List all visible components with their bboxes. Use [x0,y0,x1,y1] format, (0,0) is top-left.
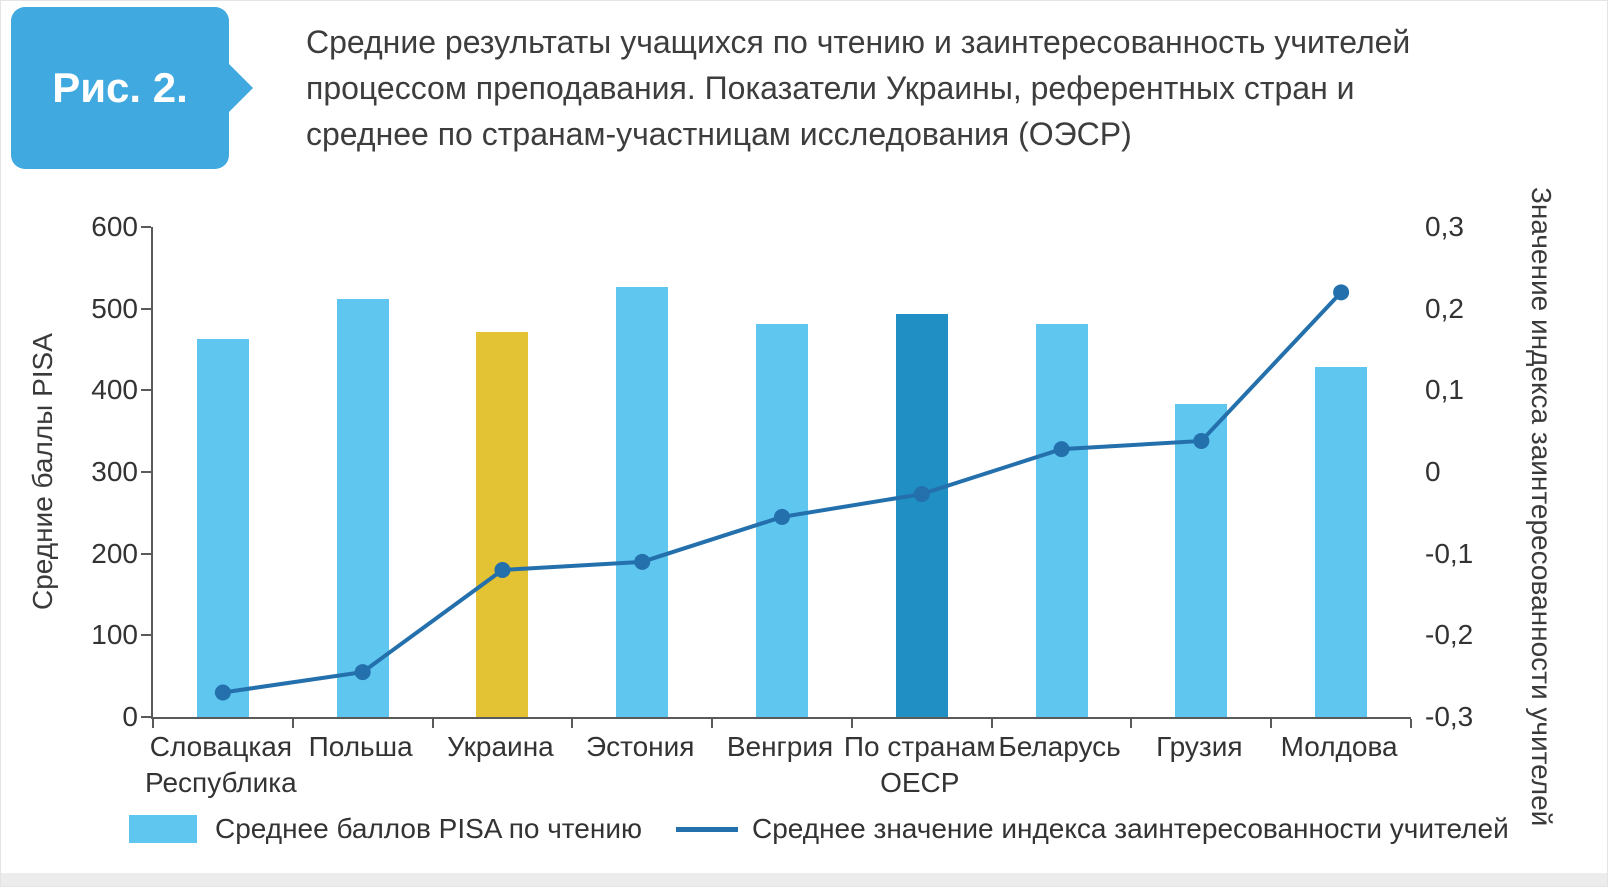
line-point-2 [494,562,511,578]
right-axis-tick-label: -0,3 [1425,701,1474,732]
right-axis-tick-label: 0,3 [1425,211,1464,242]
left-axis-tick-label: 300 [91,456,138,487]
right-axis-title: Значение индекса заинтересованности учит… [1526,187,1557,827]
figure-title-line-2: процессом преподавания. Показатели Украи… [306,70,1355,106]
bar-7 [1175,404,1228,717]
badge-arrow-icon [227,62,253,114]
line-point-1 [354,664,371,681]
bar-legend-swatch [129,815,197,843]
x-axis-label-7: Грузия [1156,731,1243,762]
line-point-0 [214,684,231,701]
left-axis-tick-label: 500 [91,292,138,324]
figure-title: Средние результаты учащихся по чтению и … [306,19,1410,157]
right-axis-tick-label: 0 [1425,456,1441,487]
left-axis-tick-label: 200 [91,537,138,569]
line-path [222,290,1343,695]
line-point-6 [1053,441,1070,458]
line-point-7 [1193,432,1210,449]
bar-8 [1315,367,1368,717]
x-axis-tickmark [431,719,434,728]
x-axis-tickmark [990,719,993,728]
right-axis-ticks: 0,3 0,2 0,1 0 -0,1 -0,2 -0,3 [1425,211,1507,732]
left-axis-tickmark [141,552,151,555]
line-point-3 [634,553,651,570]
right-axis-tick-label: 0,1 [1425,374,1464,406]
bar-3 [616,286,669,717]
line-legend-swatch [676,826,738,832]
left-axis-tick-label: 0 [122,701,138,732]
right-axis-tick-label: -0,1 [1425,537,1474,569]
x-axis-label-6: Беларусь [998,731,1121,762]
figure-label-badge: Рис. 2. [11,7,253,169]
left-axis-tickmark [141,716,151,718]
bar-6 [1035,324,1088,717]
line-point-8 [1333,284,1350,301]
x-axis-tickmark [850,719,853,728]
x-axis-label-4: Венгрия [726,731,834,762]
plot-area [141,226,1412,728]
figure-title-line-1: Средние результаты учащихся по чтению и … [306,24,1411,60]
left-axis-tick-label: 400 [91,374,138,406]
line-series [214,284,1350,701]
right-axis-tick-label: 0,2 [1425,292,1464,324]
x-axis-tickmark [571,719,574,728]
figure-label: Рис. 2. [52,64,188,111]
bottom-strip [1,873,1607,886]
x-axis-tickmark [291,719,294,728]
left-axis-tickmark [141,471,151,473]
left-axis-tickmark [141,634,151,637]
left-axis-tickmark [141,389,151,392]
bar-2 [476,331,529,717]
x-axis-tickmark [1270,719,1273,728]
legend-item-bars: Среднее баллов PISA по чтению [129,813,642,845]
x-axis-label-8: Молдова [1280,731,1398,762]
legend-label-line: Среднее значение индекса заинтересованно… [752,813,1509,844]
figure-title-line-3: среднее по странам-участницам исследован… [306,116,1132,152]
bar-1 [336,298,389,717]
legend: Среднее баллов PISA по чтению Среднее зн… [129,813,1509,845]
bar-5 [895,313,948,717]
x-axis-labels: Словацкая Республика Польша Украина Эстония… [145,729,1409,809]
x-axis-tickmark [711,719,714,728]
x-axis-label-1: Польша [308,731,413,762]
left-axis-tick-label: 600 [91,211,138,242]
left-axis-tick-label: 100 [91,619,138,651]
left-axis-tickmark [141,307,151,310]
right-axis-tick-label: -0,2 [1425,619,1474,651]
line-point-5 [913,486,930,503]
bar-0 [196,338,249,717]
left-axis-tickmark [141,226,151,228]
x-axis-label-5: По странам ОЕСР [843,731,996,798]
x-axis-tickmark [152,719,154,728]
x-axis-label-2: Украина [447,731,554,762]
legend-label-bars: Среднее баллов PISA по чтению [215,813,642,844]
left-axis-ticks: 600 500 400 300 200 100 0 [56,211,138,732]
x-axis-label-0: Словацкая Республика [145,731,297,798]
x-axis-tickmark [1410,719,1412,728]
x-axis-label-3: Эстония [585,731,695,762]
x-axis-tickmark [1130,719,1133,728]
legend-item-line: Среднее значение индекса заинтересованно… [676,813,1509,845]
line-point-4 [774,508,790,525]
